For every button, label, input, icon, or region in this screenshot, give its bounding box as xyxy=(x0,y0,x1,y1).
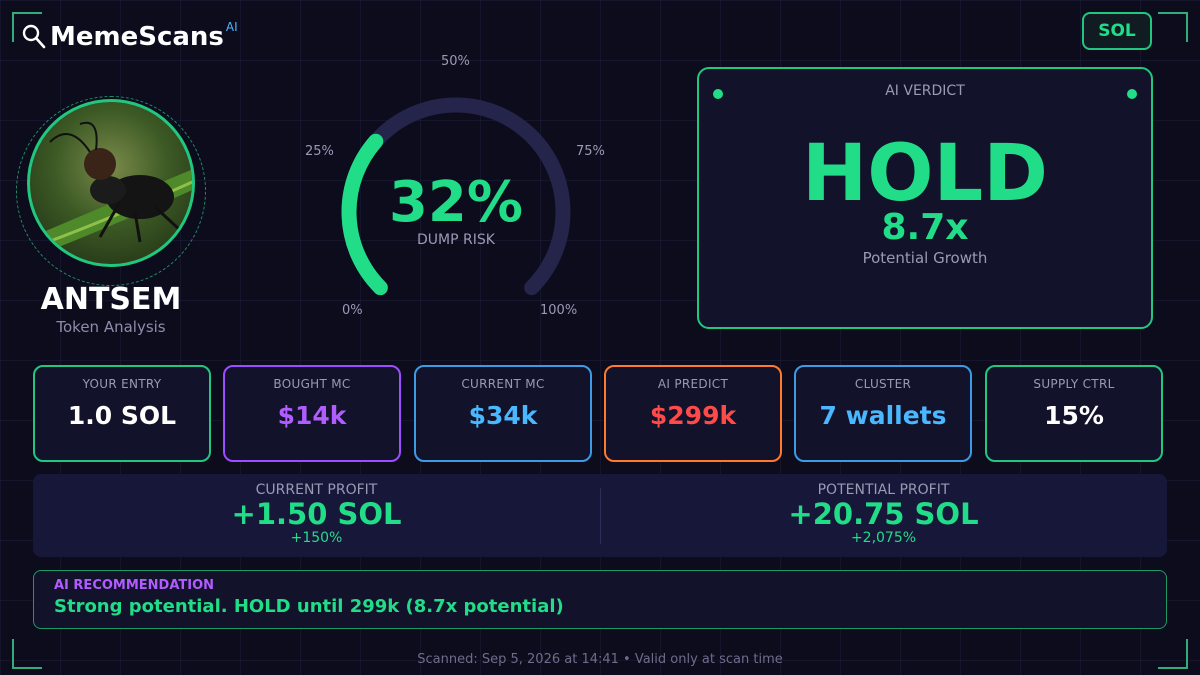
stat-value: 7 wallets xyxy=(819,401,947,430)
verdict-action: HOLD xyxy=(801,129,1049,219)
stat-label: CLUSTER xyxy=(854,377,912,391)
token-name: ANTSEM xyxy=(40,282,182,317)
ai-badge: AI xyxy=(225,20,238,34)
token-avatar xyxy=(27,99,195,267)
gauge-tick-100: 100% xyxy=(540,303,578,318)
frame-corner-bottom-right xyxy=(1158,639,1188,669)
recommendation-heading: AI RECOMMENDATION xyxy=(54,578,215,593)
stat-label: CURRENT MC xyxy=(461,377,545,391)
frame-corner-top-right xyxy=(1158,12,1188,42)
gauge-fill xyxy=(341,133,388,296)
verdict-subtitle: Potential Growth xyxy=(862,249,988,267)
gauge-tick-25: 25% xyxy=(305,144,334,159)
current-profit-value: +1.50 SOL xyxy=(231,497,402,531)
stat-value: 15% xyxy=(1044,401,1104,430)
frame-corner-top-left xyxy=(12,12,42,42)
current-profit-label: CURRENT PROFIT xyxy=(255,482,378,498)
dump-risk-gauge xyxy=(341,97,571,296)
stat-value: 1.0 SOL xyxy=(67,401,177,430)
potential-profit-label: POTENTIAL PROFIT xyxy=(817,482,950,498)
profit-panel: CURRENT PROFIT +1.50 SOL +150% POTENTIAL… xyxy=(33,474,1167,557)
indicator-dot-right xyxy=(1127,89,1137,99)
brand-logo: MemeScans AI xyxy=(22,20,238,54)
gauge-tick-0: 0% xyxy=(342,303,363,318)
potential-profit-percent: +2,075% xyxy=(850,530,917,546)
search-icon xyxy=(22,24,46,49)
verdict-multiplier: 8.7x xyxy=(881,207,969,248)
gauge-tick-75: 75% xyxy=(576,144,605,159)
stat-card-current-mc: CURRENT MC $34k xyxy=(414,365,592,462)
stat-label: SUPPLY CTRL xyxy=(1033,377,1115,391)
stat-label: YOUR ENTRY xyxy=(82,377,162,391)
dump-risk-value: 32% xyxy=(388,170,524,235)
stat-value: $14k xyxy=(277,401,347,430)
stat-label: BOUGHT MC xyxy=(273,377,351,391)
indicator-dot-left xyxy=(713,89,723,99)
chain-button[interactable]: SOL xyxy=(1082,12,1152,50)
ai-recommendation: AI RECOMMENDATION Strong potential. HOLD… xyxy=(33,570,1167,629)
frame-corner-bottom-left xyxy=(12,639,42,669)
current-profit-percent: +150% xyxy=(290,530,343,546)
stat-label: AI PREDICT xyxy=(657,377,729,391)
stat-value: $34k xyxy=(468,401,538,430)
ai-verdict-card: AI VERDICT HOLD 8.7x Potential Growth xyxy=(697,67,1153,329)
verdict-title: AI VERDICT xyxy=(885,83,965,99)
brand-name: MemeScans xyxy=(50,22,224,52)
stat-card-supply-ctrl: SUPPLY CTRL 15% xyxy=(985,365,1163,462)
gauge-tick-50: 50% xyxy=(441,54,470,69)
avatar-ring xyxy=(16,96,206,286)
ant-image xyxy=(30,121,192,259)
profit-divider xyxy=(600,488,601,544)
stat-value: $299k xyxy=(649,401,737,430)
scan-footer: Scanned: Sep 5, 2026 at 14:41 • Valid on… xyxy=(417,652,783,667)
stat-card-cluster: CLUSTER 7 wallets xyxy=(794,365,972,462)
token-subtitle: Token Analysis xyxy=(56,318,166,336)
stat-card-entry: YOUR ENTRY 1.0 SOL xyxy=(33,365,211,462)
recommendation-text: Strong potential. HOLD until 299k (8.7x … xyxy=(54,596,564,617)
dump-risk-label: DUMP RISK xyxy=(417,232,495,248)
potential-profit: POTENTIAL PROFIT +20.75 SOL +2,075% xyxy=(600,474,1167,557)
stat-card-ai-predict: AI PREDICT $299k xyxy=(604,365,782,462)
potential-profit-value: +20.75 SOL xyxy=(788,497,979,531)
current-profit: CURRENT PROFIT +1.50 SOL +150% xyxy=(33,474,600,557)
stat-card-bought-mc: BOUGHT MC $14k xyxy=(223,365,401,462)
